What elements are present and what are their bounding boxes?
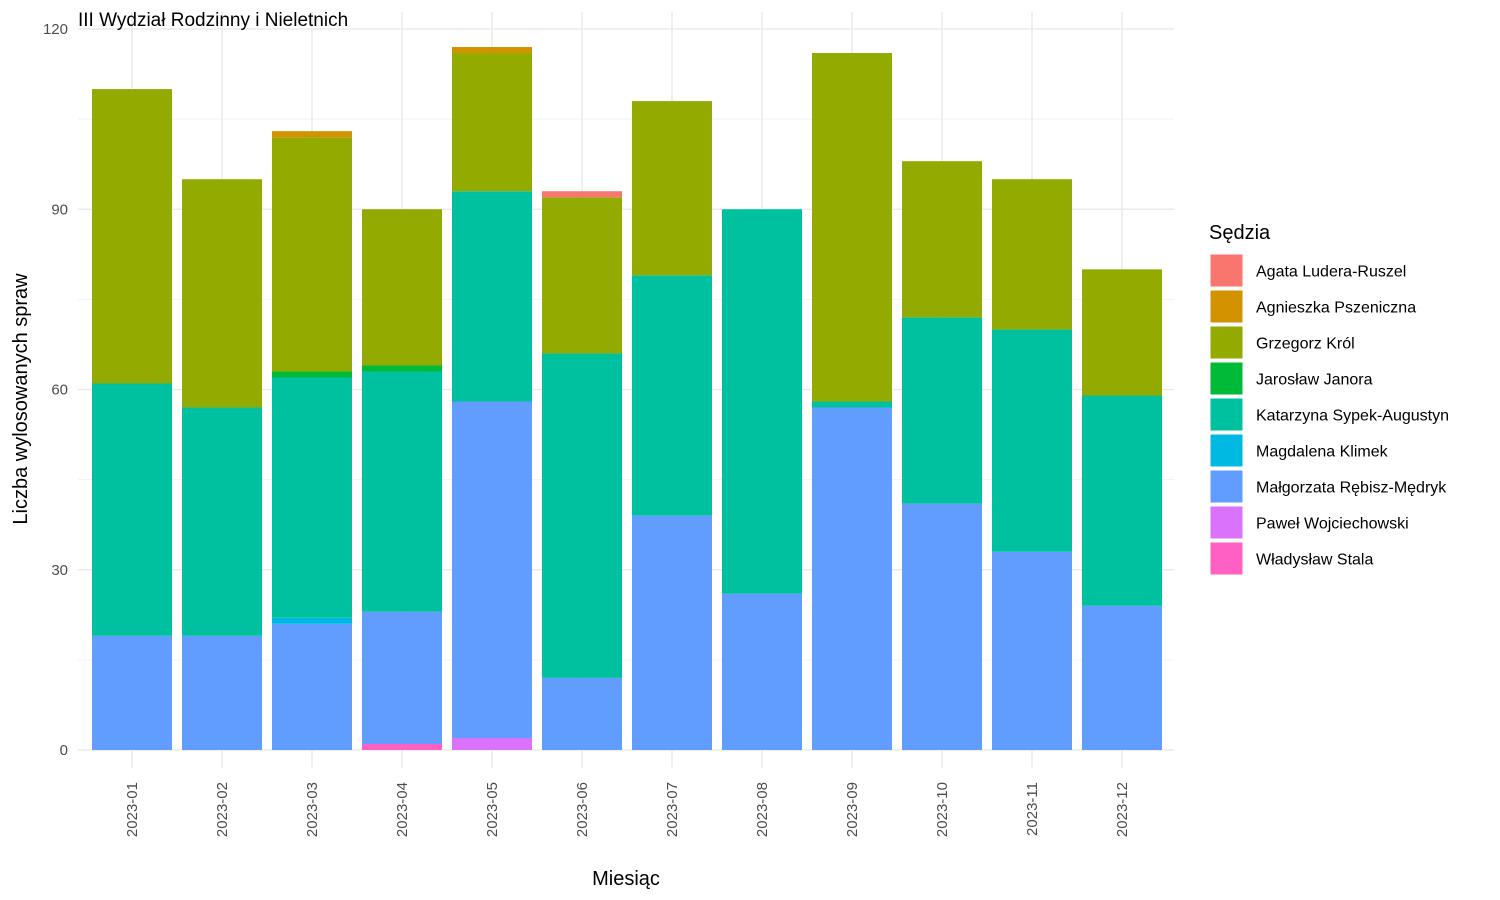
bar-segment: [542, 197, 622, 354]
y-tick-label: 30: [51, 562, 68, 579]
bar-segment: [902, 317, 982, 504]
legend-label: Małgorzata Rębisz-Mędryk: [1256, 480, 1447, 497]
bar-segment: [992, 329, 1072, 552]
bar-segment: [632, 101, 712, 276]
y-tick-label: 90: [51, 201, 68, 218]
bar-segment: [542, 191, 622, 198]
x-tick-label: 2023-07: [664, 782, 681, 837]
bar-segment: [272, 131, 352, 138]
x-tick-label: 2023-10: [934, 782, 951, 837]
x-tick-label: 2023-06: [574, 782, 591, 837]
x-tick-label: 2023-02: [214, 782, 231, 837]
bar-segment: [362, 371, 442, 612]
bar-segment: [182, 407, 262, 636]
x-axis-ticks: 2023-01 2023-02 2023-03 2023-04 2023-05 2023-…: [124, 782, 1131, 837]
bar-segment: [542, 677, 622, 750]
x-axis-title: Miesiąc: [592, 868, 660, 890]
bar-segment: [632, 515, 712, 750]
x-tick-label: 2023-09: [844, 782, 861, 837]
bar-segment: [452, 401, 532, 738]
bar-segment: [452, 737, 532, 750]
bar-segment: [92, 635, 172, 750]
bar-segment: [182, 635, 262, 750]
bar-segment: [992, 551, 1072, 750]
legend-key: [1209, 325, 1244, 360]
legend-label: Agata Ludera-Ruszel: [1256, 264, 1406, 281]
legend-key: [1209, 361, 1244, 396]
bar-segment: [1082, 269, 1162, 396]
bar-segment: [812, 407, 892, 750]
bar-segment: [362, 209, 442, 366]
bar-segment: [452, 53, 532, 192]
legend-label: Agnieszka Pszeniczna: [1256, 300, 1416, 317]
bar-segment: [92, 383, 172, 636]
bar-segment: [272, 377, 352, 618]
x-tick-label: 2023-04: [394, 782, 411, 837]
bar-segment: [452, 47, 532, 54]
legend-title: Sędzia: [1209, 222, 1271, 244]
x-tick-label: 2023-12: [1114, 782, 1131, 837]
bar-segment: [812, 53, 892, 402]
bar-segment: [812, 401, 892, 408]
chart-title: III Wydział Rodzinny i Nieletnich: [78, 10, 348, 31]
bar-segment: [272, 617, 352, 624]
bar-segment: [272, 371, 352, 378]
bar-segment: [992, 179, 1072, 330]
x-tick-label: 2023-11: [1024, 782, 1041, 836]
legend-label: Władysław Stala: [1256, 552, 1373, 569]
x-tick-label: 2023-05: [484, 782, 501, 837]
legend: Sędzia Agata Ludera-Ruszel Agnieszka Psze…: [1209, 222, 1449, 576]
legend-label: Paweł Wojciechowski: [1256, 516, 1409, 533]
legend-key: [1209, 505, 1244, 540]
legend-label: Grzegorz Król: [1256, 336, 1355, 353]
bar-segment: [722, 209, 802, 594]
bar-segment: [1082, 395, 1162, 606]
legend-key: [1209, 397, 1244, 432]
bar-segment: [182, 179, 262, 408]
legend-label: Jarosław Janora: [1256, 372, 1373, 389]
bar-segment: [362, 743, 442, 750]
bar-segment: [902, 161, 982, 318]
y-axis-ticks: 0 30 60 90 120: [43, 21, 68, 759]
legend-key: [1209, 433, 1244, 468]
y-tick-label: 120: [43, 21, 68, 38]
bar-segment: [452, 191, 532, 402]
y-axis-title: Liczba wylosowanych spraw: [10, 273, 32, 525]
bar-segment: [722, 593, 802, 750]
legend-key: [1209, 289, 1244, 324]
y-tick-label: 60: [51, 382, 68, 399]
bar-segment: [362, 365, 442, 372]
bar-segment: [542, 353, 622, 678]
legend-key: [1209, 541, 1244, 576]
bar-segment: [632, 275, 712, 516]
bars: [92, 47, 1162, 750]
x-tick-label: 2023-08: [754, 782, 771, 837]
bar-segment: [362, 611, 442, 744]
legend-label: Magdalena Klimek: [1256, 444, 1389, 461]
bar-segment: [272, 623, 352, 750]
legend-label: Katarzyna Sypek-Augustyn: [1256, 408, 1449, 425]
bar-segment: [272, 137, 352, 372]
bar-segment: [902, 503, 982, 750]
bar-segment: [92, 89, 172, 384]
legend-key: [1209, 253, 1244, 288]
y-tick-label: 0: [60, 742, 68, 759]
x-tick-label: 2023-03: [304, 782, 321, 837]
bar-segment: [1082, 605, 1162, 750]
x-tick-label: 2023-01: [124, 782, 141, 837]
legend-key: [1209, 469, 1244, 504]
